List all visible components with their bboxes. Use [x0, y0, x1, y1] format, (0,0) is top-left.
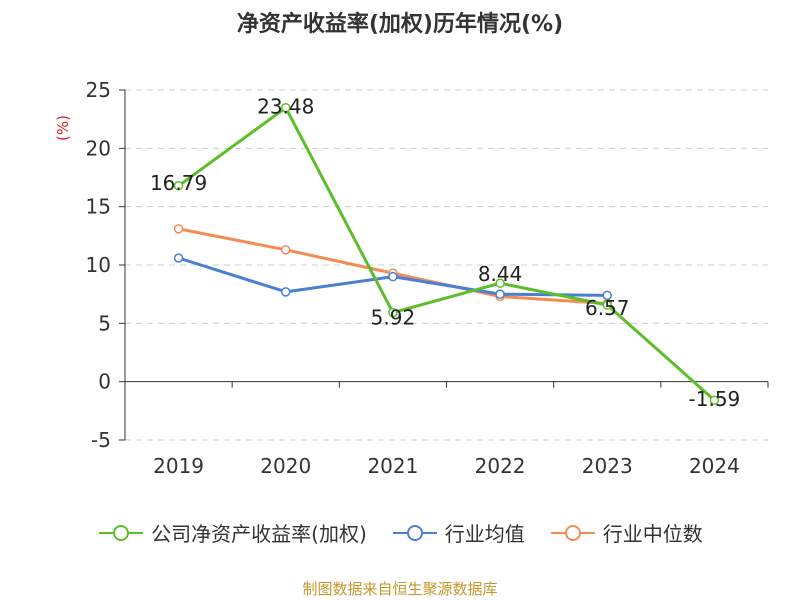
grid-lines — [125, 89, 768, 441]
legend-marker-blue — [392, 524, 437, 541]
x-tick-label: 2023 — [582, 454, 633, 478]
series-point-2 — [173, 224, 184, 234]
series-point-0 — [173, 181, 184, 191]
data-label: -1.59 — [689, 387, 741, 411]
x-tick-label: 2024 — [689, 454, 740, 478]
legend-label-industry-median: 行业中位数 — [602, 522, 703, 546]
series-point-1 — [495, 289, 505, 299]
chart-title: 净资产收益率(加权)历年情况(%) — [236, 12, 564, 37]
x-tick-label: 2022 — [475, 454, 526, 478]
legend: 公司净资产收益率(加权) 行业均值 行业中位数 — [0, 518, 800, 547]
series-point-0 — [602, 300, 612, 310]
y-tick-label: 15 — [86, 195, 111, 219]
data-label: 8.44 — [478, 262, 523, 286]
x-tick-label: 2021 — [367, 454, 418, 478]
x-tick-label: 2020 — [260, 454, 311, 478]
legend-marker-orange — [550, 524, 595, 541]
legend-item-company[interactable]: 公司净资产收益率(加权) — [97, 518, 367, 547]
y-tick-label: -5 — [91, 428, 111, 452]
series-point-0 — [281, 102, 291, 113]
data-label: 16.79 — [150, 171, 207, 195]
data-label: 23.48 — [257, 95, 314, 119]
series-point-2 — [281, 245, 291, 255]
series-point-1 — [388, 271, 398, 282]
legend-label-industry-mean: 行业均值 — [444, 522, 525, 546]
line-chart: -5 0 5 10 15 20 25 2019 2020 2021 2022 2023 2024 16.… — [54, 78, 769, 478]
y-axis-label: (%) — [54, 115, 72, 141]
legend-label-company: 公司净资产收益率(加权) — [151, 522, 367, 546]
series-point-0 — [495, 278, 505, 288]
data-label: 6.57 — [585, 296, 630, 320]
series-line-0 — [177, 106, 716, 402]
legend-marker-green — [99, 524, 144, 541]
series-point-0 — [709, 395, 720, 405]
y-tick-label: 5 — [98, 311, 111, 335]
axes: -5 0 5 10 15 20 25 2019 2020 2021 2022 2023 2024 — [86, 78, 769, 478]
legend-item-industry-mean[interactable]: 行业均值 — [391, 518, 525, 547]
series-point-1 — [602, 290, 612, 301]
series-point-1 — [173, 253, 184, 263]
y-tick-label: 0 — [98, 370, 111, 394]
data-label: 5.92 — [371, 306, 416, 330]
y-tick-label: 25 — [86, 78, 111, 102]
series-point-1 — [281, 287, 291, 297]
x-tick-label: 2019 — [153, 454, 204, 478]
series-point-0 — [388, 307, 398, 318]
legend-item-industry-median[interactable]: 行业中位数 — [549, 518, 703, 547]
y-tick-label: 20 — [86, 136, 111, 160]
data-source-note: 制图数据来自恒生聚源数据库 — [302, 580, 498, 598]
series-lines — [173, 102, 720, 405]
y-tick-label: 10 — [86, 253, 111, 277]
data-labels: 16.79 23.48 5.92 8.44 6.57 -1.59 — [150, 95, 740, 411]
